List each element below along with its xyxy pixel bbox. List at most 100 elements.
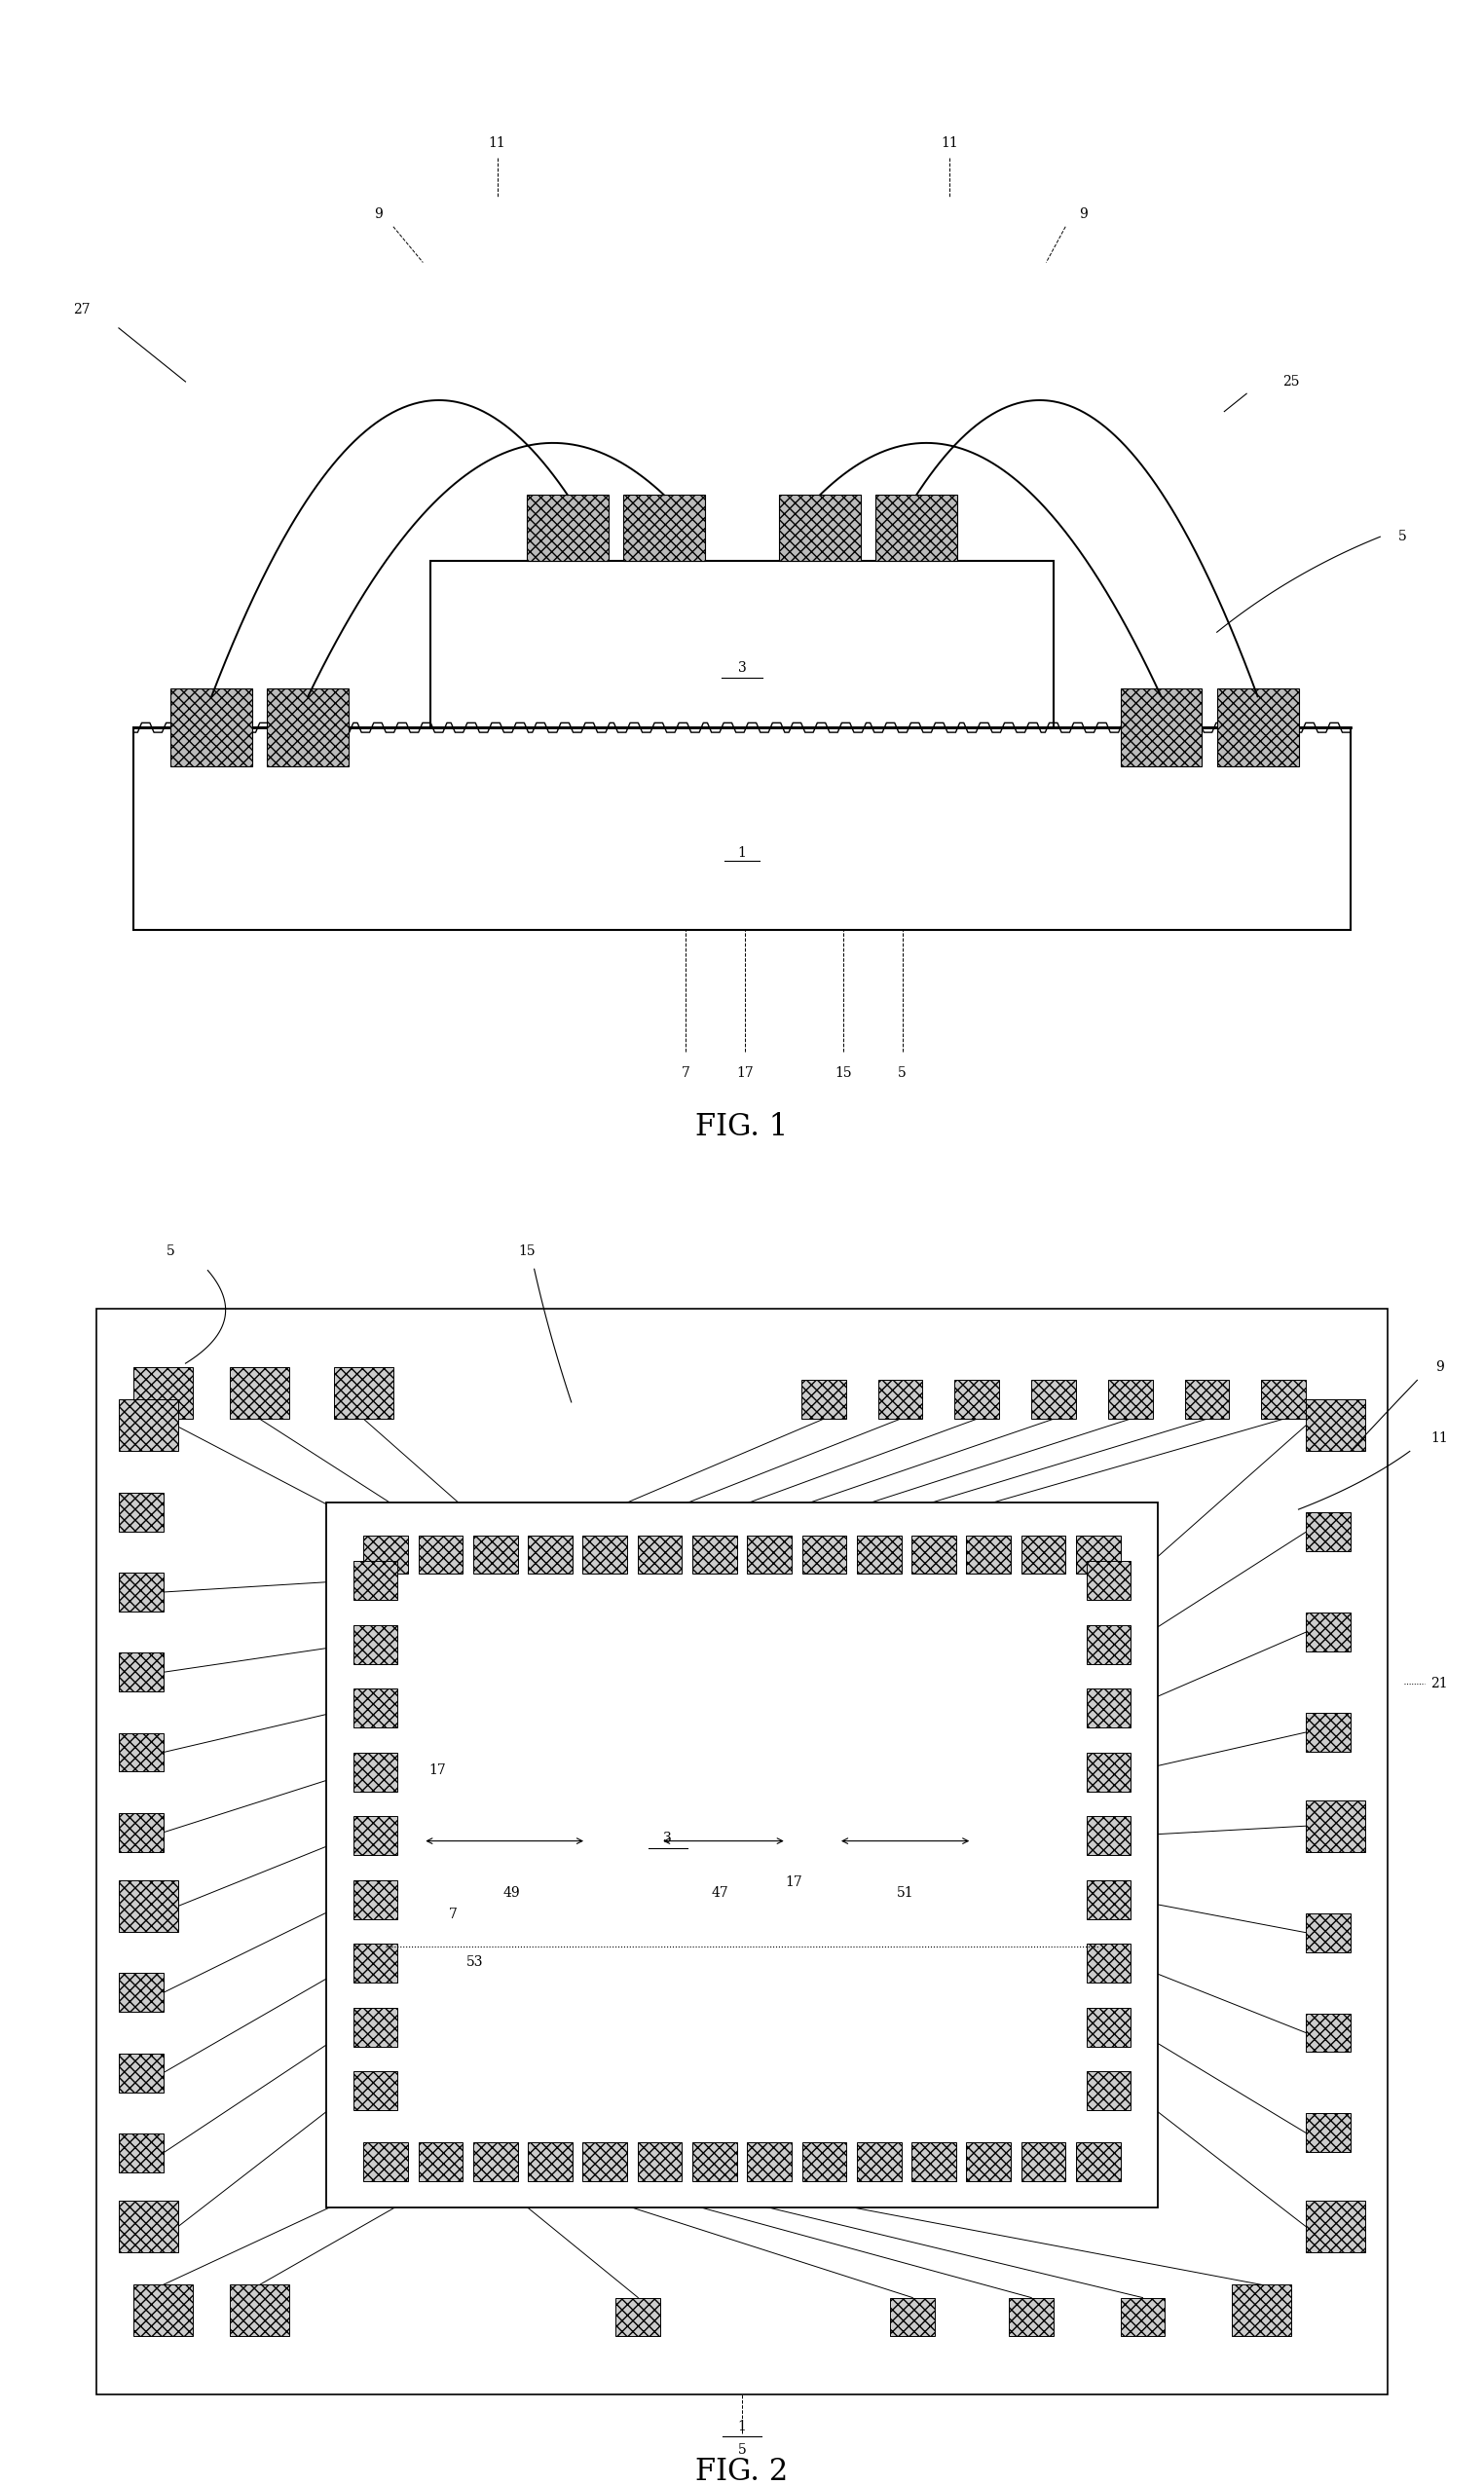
Bar (353, 1943, 398, 1983)
Bar (353, 1881, 398, 1918)
Text: 15: 15 (834, 1066, 852, 1081)
Bar (1306, 1613, 1350, 1653)
Bar (1076, 2142, 1120, 2182)
Bar (418, 2142, 463, 2182)
Bar (911, 2142, 956, 2182)
Text: 3: 3 (663, 1831, 672, 1846)
Bar (966, 1536, 1011, 1573)
Bar (638, 1536, 683, 1573)
Text: 1: 1 (738, 2420, 746, 2433)
Bar (1120, 688, 1202, 765)
Bar (583, 1536, 628, 1573)
Bar (353, 1752, 398, 1792)
Bar (693, 2142, 738, 2182)
Bar (334, 1367, 393, 1419)
Bar (119, 1493, 163, 1531)
Bar (1306, 1799, 1365, 1851)
Bar (856, 2142, 901, 2182)
Bar (746, 2142, 791, 2182)
Bar (1120, 2299, 1165, 2336)
Text: 17: 17 (429, 1762, 447, 1777)
Bar (418, 1536, 463, 1573)
Bar (353, 1625, 398, 1662)
Bar (230, 1367, 289, 1419)
Bar (364, 1536, 408, 1573)
Text: 51: 51 (896, 1886, 914, 1899)
Bar (1306, 2013, 1350, 2053)
Text: 1: 1 (738, 845, 746, 860)
Text: 3: 3 (738, 661, 746, 676)
Bar (1086, 1943, 1131, 1983)
Bar (1184, 1379, 1229, 1419)
Bar (879, 1379, 923, 1419)
Bar (1086, 2072, 1131, 2110)
Text: 5: 5 (738, 2443, 746, 2458)
Text: 5: 5 (898, 1066, 907, 1081)
Bar (1009, 2299, 1054, 2336)
Bar (1076, 1536, 1120, 1573)
Bar (119, 2053, 163, 2092)
Bar (779, 495, 861, 562)
Bar (326, 1503, 1158, 2207)
Bar (134, 1367, 193, 1419)
Bar (364, 2142, 408, 2182)
Bar (1086, 2008, 1131, 2048)
Bar (1306, 1513, 1350, 1551)
Bar (623, 495, 705, 562)
Text: 21: 21 (1431, 1677, 1448, 1690)
Bar (1306, 1913, 1350, 1953)
Bar (230, 2284, 289, 2336)
Bar (1086, 1690, 1131, 1727)
Text: FIG. 1: FIG. 1 (696, 1113, 788, 1143)
Bar (1217, 688, 1298, 765)
Text: 11: 11 (1431, 1431, 1448, 1446)
Text: 7: 7 (448, 1908, 457, 1921)
Bar (911, 1536, 956, 1573)
Bar (119, 1573, 163, 1610)
Bar (801, 2142, 846, 2182)
Bar (1232, 2284, 1291, 2336)
Bar (1086, 1561, 1131, 1600)
Bar (1306, 1399, 1365, 1451)
Text: 5: 5 (166, 1245, 175, 1257)
Bar (528, 1536, 573, 1573)
Bar (1109, 1379, 1153, 1419)
Bar (119, 2135, 163, 2172)
Bar (801, 1536, 846, 1573)
Bar (134, 2284, 193, 2336)
Bar (1306, 2112, 1350, 2152)
Bar (353, 1561, 398, 1600)
Text: 27: 27 (73, 303, 91, 318)
Bar (353, 2008, 398, 2048)
Text: 11: 11 (941, 137, 959, 149)
Bar (119, 1653, 163, 1692)
Text: 9: 9 (374, 209, 383, 221)
Bar (1306, 2202, 1365, 2251)
Bar (876, 495, 957, 562)
Bar (353, 1690, 398, 1727)
Text: 49: 49 (503, 1886, 521, 1899)
Bar (473, 1536, 518, 1573)
Bar (1031, 1379, 1076, 1419)
Bar (267, 688, 349, 765)
Bar (856, 1536, 901, 1573)
Text: 17: 17 (736, 1066, 754, 1081)
Bar (1086, 1752, 1131, 1792)
Bar (1086, 1881, 1131, 1918)
Text: 15: 15 (518, 1245, 536, 1257)
Bar (119, 1973, 163, 2013)
Bar (119, 1814, 163, 1851)
Text: 9: 9 (1435, 1359, 1444, 1374)
Text: 5: 5 (1398, 529, 1407, 544)
Bar (583, 2142, 628, 2182)
Bar (801, 1379, 846, 1419)
Bar (353, 2072, 398, 2110)
Text: 25: 25 (1282, 375, 1300, 388)
Bar (1021, 2142, 1066, 2182)
Text: 11: 11 (488, 137, 506, 149)
Text: 7: 7 (681, 1066, 690, 1081)
Text: 53: 53 (466, 1956, 484, 1968)
Bar (1086, 1625, 1131, 1662)
Bar (134, 728, 1350, 929)
Bar (638, 2142, 683, 2182)
